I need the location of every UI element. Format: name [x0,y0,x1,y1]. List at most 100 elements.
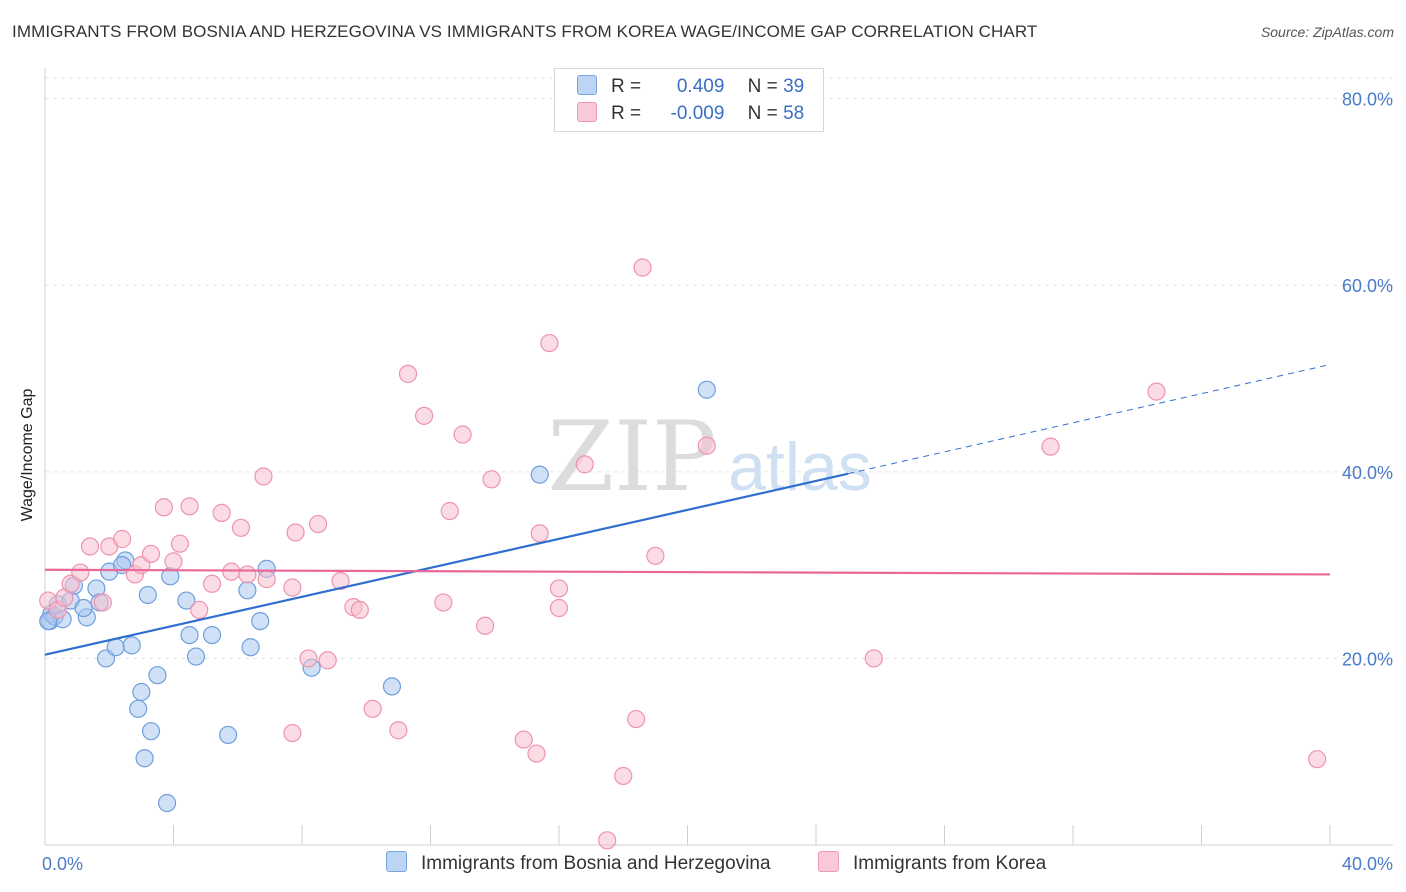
point-bosnia [530,465,549,484]
series-legend-korea: Immigrants from Korea [818,851,1046,875]
series-name-korea: Immigrants from Korea [853,853,1047,874]
legend-n-value-bosnia: 39 [783,76,805,97]
legend-n-value-korea: 58 [783,103,805,124]
point-korea [286,523,305,542]
point-korea [1308,750,1327,769]
point-bosnia [177,591,196,610]
point-korea [254,467,273,486]
watermark-zip: ZIP [547,401,716,513]
legend-r-label: R = [611,103,642,124]
point-bosnia [74,598,93,618]
watermark: ZIP atlas [547,401,871,513]
point-korea [434,593,453,612]
y-tick-label: 40.0% [1342,463,1393,483]
point-korea [331,571,350,591]
point-korea [164,552,183,571]
watermark-atlas: atlas [728,429,872,505]
point-korea [238,565,257,584]
point-korea [389,721,408,740]
point-korea [180,497,199,516]
point-korea [549,579,569,598]
y-tick-label: 60.0% [1342,276,1393,296]
point-korea [646,546,665,565]
y-tick-label: 80.0% [1342,90,1393,110]
point-bosnia [180,625,199,645]
point-korea [80,537,100,556]
point-korea [1147,382,1166,401]
point-korea [1041,437,1060,456]
point-bosnia [186,647,206,666]
trend-lines [44,364,1331,656]
point-korea [614,766,633,786]
point-korea [154,498,173,517]
point-korea [363,699,382,718]
data-points [39,258,1327,850]
point-korea [283,578,302,597]
point-korea [202,574,222,593]
point-korea [626,709,646,729]
series-legend-bosnia: Immigrants from Bosnia and Herzegovina [386,851,771,875]
point-bosnia [132,682,151,702]
point-korea [440,501,459,521]
legend-r-value-korea: -0.009 [670,103,725,124]
y-tick-label: 20.0% [1342,649,1393,669]
point-korea [283,723,302,743]
point-korea [453,425,472,444]
point-bosnia [148,666,167,685]
correlation-legend: R = 0.409 N = 39 R = -0.009 N = 58 [554,68,824,132]
point-korea [864,649,883,668]
series-name-bosnia: Immigrants from Bosnia and Herzegovina [421,853,771,874]
point-korea [222,562,241,581]
trend-extension-bosnia [848,364,1331,475]
point-bosnia [219,725,238,745]
point-korea [71,563,90,582]
x-tick-label-min: 0.0% [42,854,83,874]
legend-r-value-bosnia: 0.409 [676,76,725,97]
point-bosnia [138,585,157,605]
series-legend: Immigrants from Bosnia and Herzegovina I… [0,851,1406,879]
axes [44,68,1393,846]
point-korea [482,470,501,489]
point-korea [231,518,251,537]
point-korea [308,514,328,534]
legend-r-label: R = [611,76,642,97]
point-korea [530,524,549,543]
point-korea [633,258,652,277]
source-credit: Source: ZipAtlas.com [1260,24,1394,40]
point-korea [514,730,533,749]
legend-row-korea: R = -0.009 N = 58 [577,102,804,126]
point-bosnia [122,636,141,655]
point-korea [257,570,276,589]
point-korea [318,651,337,670]
point-korea [141,544,161,564]
point-bosnia [129,699,148,718]
point-bosnia [251,611,270,631]
x-tick-labels: 0.0% 40.0% [42,854,1393,874]
trend-line-bosnia [44,472,849,656]
point-korea [527,744,546,763]
point-bosnia [238,581,257,600]
point-korea [697,436,716,455]
point-korea [350,600,369,620]
point-korea [170,534,190,553]
point-korea [112,529,132,549]
point-bosnia [382,677,402,696]
point-bosnia [241,638,260,657]
point-korea [299,649,318,668]
point-korea [190,600,209,620]
y-tick-labels: 20.0% 40.0% 60.0% 80.0% [1342,90,1393,670]
series-swatch-bosnia [386,851,407,872]
legend-n-label: N = [747,76,778,97]
point-korea [575,455,594,474]
series-swatch-korea [818,851,839,872]
point-korea [212,503,231,522]
chart-title: IMMIGRANTS FROM BOSNIA AND HERZEGOVINA V… [12,22,1038,41]
point-bosnia [141,722,161,741]
point-korea [476,616,495,635]
point-korea [93,593,112,612]
point-korea [398,364,418,383]
point-korea [598,831,617,850]
legend-row-bosnia: R = 0.409 N = 39 [577,75,804,99]
point-bosnia [697,380,716,399]
